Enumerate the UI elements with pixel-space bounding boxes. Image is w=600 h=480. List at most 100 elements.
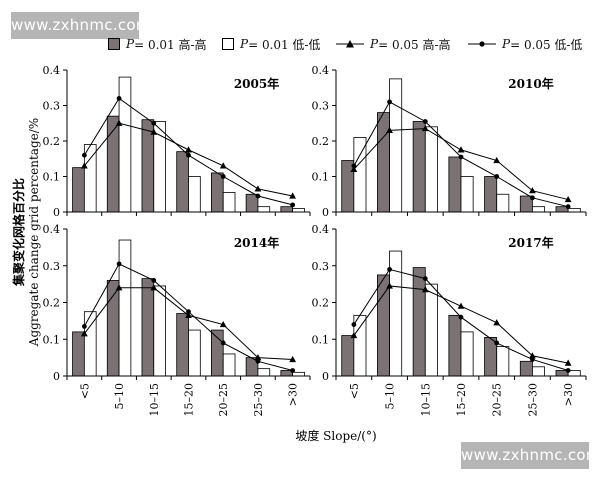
- x-tick-label: 5–10: [384, 383, 397, 410]
- triangle-marker: [457, 302, 465, 309]
- watermark-bottom: www.zxhnmc.com: [461, 442, 600, 469]
- x-tick-label: <5: [78, 383, 91, 399]
- legend-p-symbol: P: [370, 37, 379, 51]
- chart-panel-3: 0 0.1 0.2 0.3 0.4 <5 5–10 10–15 15–20 20–25 25–30 >…: [312, 223, 587, 417]
- triangle-marker: [421, 286, 429, 293]
- triangle-marker: [529, 352, 536, 359]
- bar-p001-high-high: [176, 313, 189, 377]
- y-tick-label: 0.2: [312, 135, 330, 148]
- legend-item-p005-low-low: P = 0.05 低-低: [468, 34, 583, 54]
- y-tick-label: 0.4: [312, 64, 330, 77]
- triangle-marker: [386, 126, 393, 133]
- bar-p001-low-low: [496, 193, 510, 213]
- panel-title: 2010年: [508, 76, 553, 91]
- bar-p001-high-high: [412, 121, 426, 213]
- bar-p001-low-low: [460, 176, 474, 213]
- panel-title: 2014年: [234, 235, 279, 250]
- bar-p001-low-low: [424, 283, 438, 377]
- triangle-line-swatch-icon: [336, 40, 364, 48]
- bar-p001-high-high: [412, 267, 426, 377]
- bar-p001-low-low: [83, 311, 97, 377]
- triangle-marker: [564, 195, 572, 203]
- bar-p001-low-low: [222, 192, 236, 213]
- bar-p001-low-low: [496, 346, 510, 377]
- x-tick-label: 15–20: [455, 383, 468, 417]
- bar-p001-low-low: [153, 285, 166, 377]
- y-tick-label: 0.1: [312, 171, 330, 184]
- triangle-marker: [254, 354, 262, 361]
- y-tick-label: 0.4: [43, 64, 61, 77]
- triangle-marker: [493, 156, 501, 164]
- panel-title: 2005年: [234, 76, 279, 91]
- watermark-top: www.zxhnmc.com: [11, 12, 151, 39]
- bar-p001-low-low: [292, 208, 305, 213]
- x-tick-label: 20–25: [217, 383, 230, 417]
- filled-bar-swatch-icon: [108, 38, 120, 50]
- y-tick-label: 0.4: [312, 223, 330, 236]
- bar-p001-high-high: [280, 206, 294, 213]
- dot-marker: [290, 368, 296, 373]
- triangle-marker: [115, 119, 123, 126]
- dot-marker: [422, 276, 428, 282]
- dot-marker: [565, 204, 571, 210]
- bar-p001-high-high: [341, 335, 355, 377]
- bar-p001-high-high: [377, 274, 390, 377]
- dot-marker: [458, 154, 464, 160]
- dot-marker: [220, 174, 226, 179]
- bar-p001-low-low: [389, 78, 403, 213]
- bar-p001-high-high: [448, 314, 462, 377]
- x-tick-label: 10–15: [419, 383, 432, 417]
- dot-marker: [422, 119, 428, 124]
- bar-p001-high-high: [211, 172, 224, 213]
- y-tick-label: 0.1: [43, 171, 61, 184]
- dot-marker: [81, 323, 87, 329]
- bar-p001-low-low: [222, 353, 236, 377]
- open-bar-swatch-icon: [222, 38, 234, 50]
- bar-p001-high-high: [176, 151, 189, 213]
- dot-marker: [494, 340, 500, 346]
- y-tick-label: 0.1: [43, 333, 61, 346]
- bar-p001-low-low: [292, 371, 305, 377]
- triangle-marker: [80, 330, 88, 337]
- bar-p001-low-low: [460, 331, 474, 377]
- dot-marker: [116, 96, 122, 101]
- y-tick-label: 0.2: [43, 297, 61, 310]
- triangle-marker: [564, 359, 572, 366]
- legend-p-symbol: P: [240, 37, 249, 51]
- x-axis-label: 坡度 Slope/(°): [295, 428, 376, 443]
- dot-marker: [351, 322, 357, 327]
- dot-marker: [565, 368, 571, 373]
- legend-item-p005-high-high: P = 0.05 高-高: [336, 34, 451, 54]
- bar-p001-high-high: [484, 176, 498, 213]
- triangle-marker: [350, 165, 358, 172]
- bar-p001-low-low: [532, 366, 545, 377]
- triangle-marker: [457, 146, 465, 153]
- y-tick-label: 0.3: [312, 260, 330, 273]
- dot-marker: [387, 99, 392, 105]
- x-tick-label: 25–30: [526, 383, 539, 417]
- bar-p001-high-high: [377, 112, 390, 213]
- legend-label: = 0.05 高-高: [378, 37, 451, 52]
- dot-marker: [530, 195, 535, 201]
- bar-p001-low-low: [424, 126, 438, 213]
- triangle-marker: [421, 124, 429, 132]
- y-tick-label: 0.2: [312, 297, 330, 310]
- y-tick-label: 0.3: [43, 100, 61, 113]
- triangle-marker: [289, 192, 297, 199]
- triangle-marker: [80, 162, 88, 169]
- triangle-marker: [219, 162, 227, 169]
- chart-panel-1: 0 0.1 0.2 0.3 0.4 2010年: [312, 64, 587, 219]
- bar-p001-low-low: [257, 368, 271, 377]
- bar-p001-low-low: [532, 206, 545, 213]
- dot-marker: [186, 309, 191, 315]
- triangle-marker: [219, 320, 227, 328]
- bar-p001-low-low: [353, 137, 367, 213]
- bar-p001-high-high: [519, 360, 533, 377]
- bar-p001-low-low: [257, 206, 271, 213]
- bar-p001-high-high: [448, 156, 462, 213]
- dot-marker: [387, 267, 392, 272]
- bar-p001-high-high: [72, 167, 85, 213]
- legend-p-symbol: P: [126, 37, 135, 51]
- dot-marker: [290, 202, 296, 208]
